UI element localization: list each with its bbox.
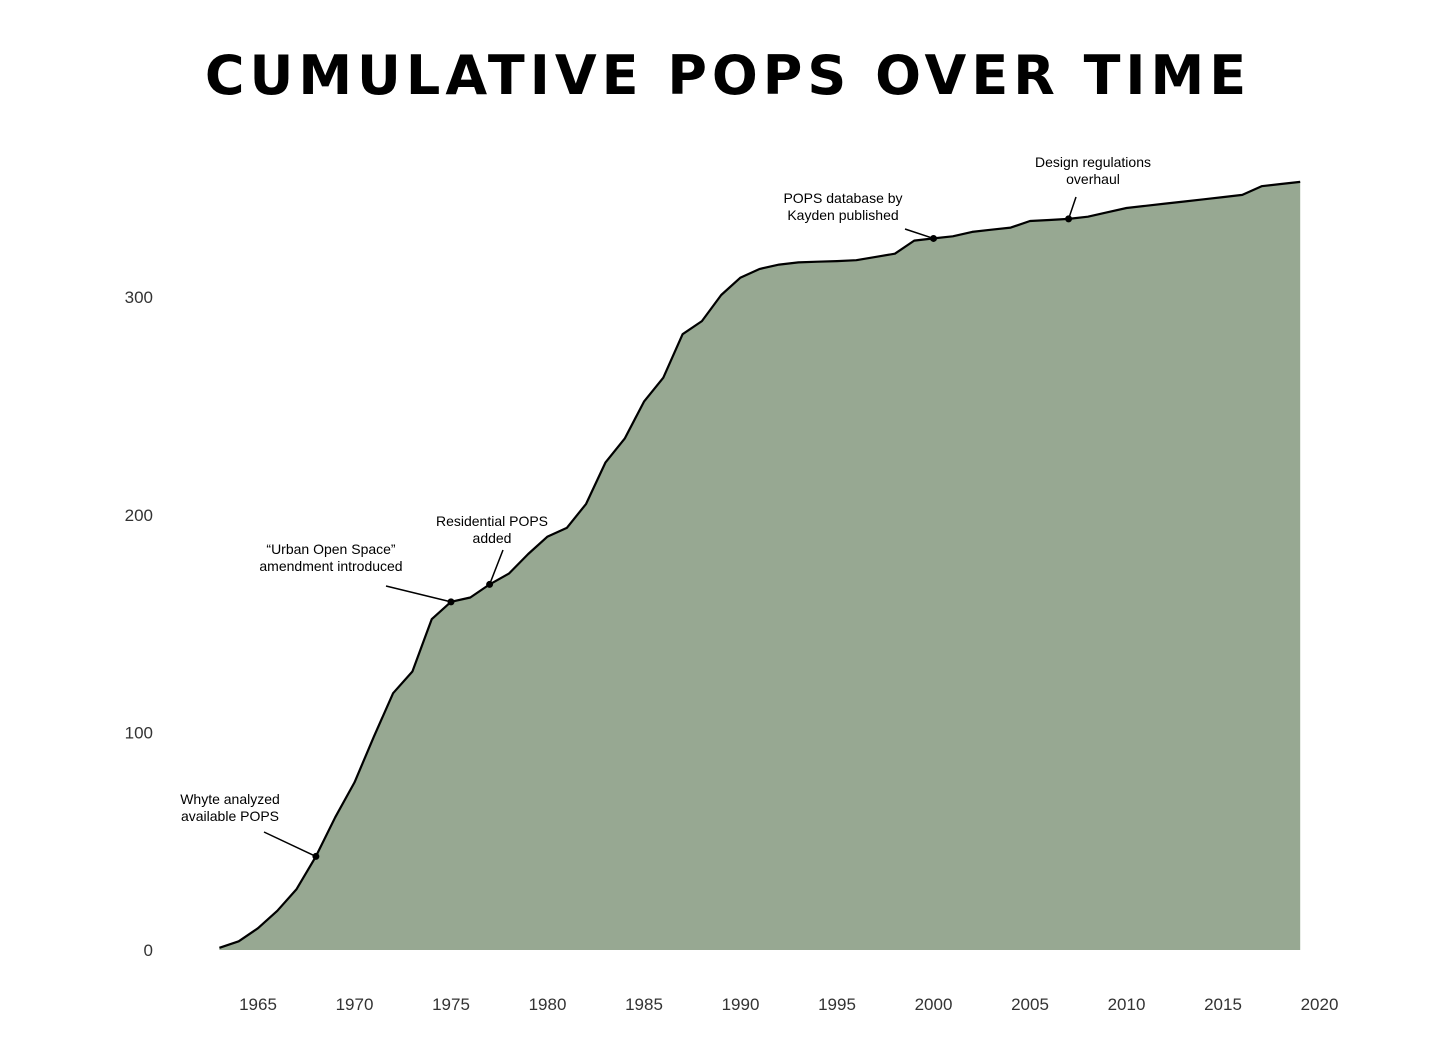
y-tick-label: 100	[125, 723, 153, 742]
annotation-marker	[1065, 215, 1073, 223]
annotation-marker	[312, 852, 320, 860]
annotation-label: “Urban Open Space”	[266, 541, 396, 557]
annotation-leader-line	[1067, 196, 1077, 220]
y-axis: 0 100 200 300	[125, 288, 153, 960]
x-tick-label: 1985	[625, 995, 663, 1014]
y-tick-label: 0	[144, 941, 153, 960]
area-layer	[219, 181, 1301, 950]
annotation-label: Residential POPS	[436, 513, 548, 529]
area-fill	[219, 181, 1301, 950]
annotation-leader-line	[904, 228, 934, 240]
x-tick-label: 1965	[239, 995, 277, 1014]
x-tick-label: 1990	[722, 995, 760, 1014]
annotation-leader-line	[385, 585, 452, 603]
x-tick-label: 1975	[432, 995, 470, 1014]
annotation: “Urban Open Space”amendment introduced	[259, 541, 455, 606]
annotation-label: added	[473, 530, 512, 546]
annotation-label: Whyte analyzed	[180, 791, 280, 807]
annotation-marker	[486, 580, 494, 588]
x-tick-label: 2010	[1108, 995, 1146, 1014]
y-tick-label: 300	[125, 288, 153, 307]
line-layer	[219, 180, 1301, 949]
y-tick-label: 200	[125, 506, 153, 525]
annotation-leader-line	[488, 549, 504, 585]
annotation-label: available POPS	[181, 808, 279, 824]
x-tick-label: 2005	[1011, 995, 1049, 1014]
x-tick-label: 2000	[915, 995, 953, 1014]
chart-title: CUMULATIVE POPS OVER TIME	[204, 44, 1252, 107]
annotation-label: Design regulations	[1035, 154, 1151, 170]
annotation-label: POPS database by	[783, 190, 902, 206]
annotation-label: overhaul	[1066, 171, 1120, 187]
x-tick-label: 1980	[529, 995, 567, 1014]
x-tick-label: 1970	[336, 995, 374, 1014]
x-tick-label: 1995	[818, 995, 856, 1014]
annotation-label: amendment introduced	[259, 558, 402, 574]
annotation-label: Kayden published	[787, 207, 898, 223]
x-axis: 1965 1970 1975 1980 1985 1990 1995 2000 2005 2010…	[239, 995, 1338, 1014]
x-tick-label: 2020	[1301, 995, 1339, 1014]
annotation-leader-line	[263, 831, 317, 858]
x-tick-label: 2015	[1204, 995, 1242, 1014]
annotation-marker	[447, 598, 455, 606]
annotation-marker	[930, 234, 937, 242]
series-line	[219, 180, 1301, 949]
